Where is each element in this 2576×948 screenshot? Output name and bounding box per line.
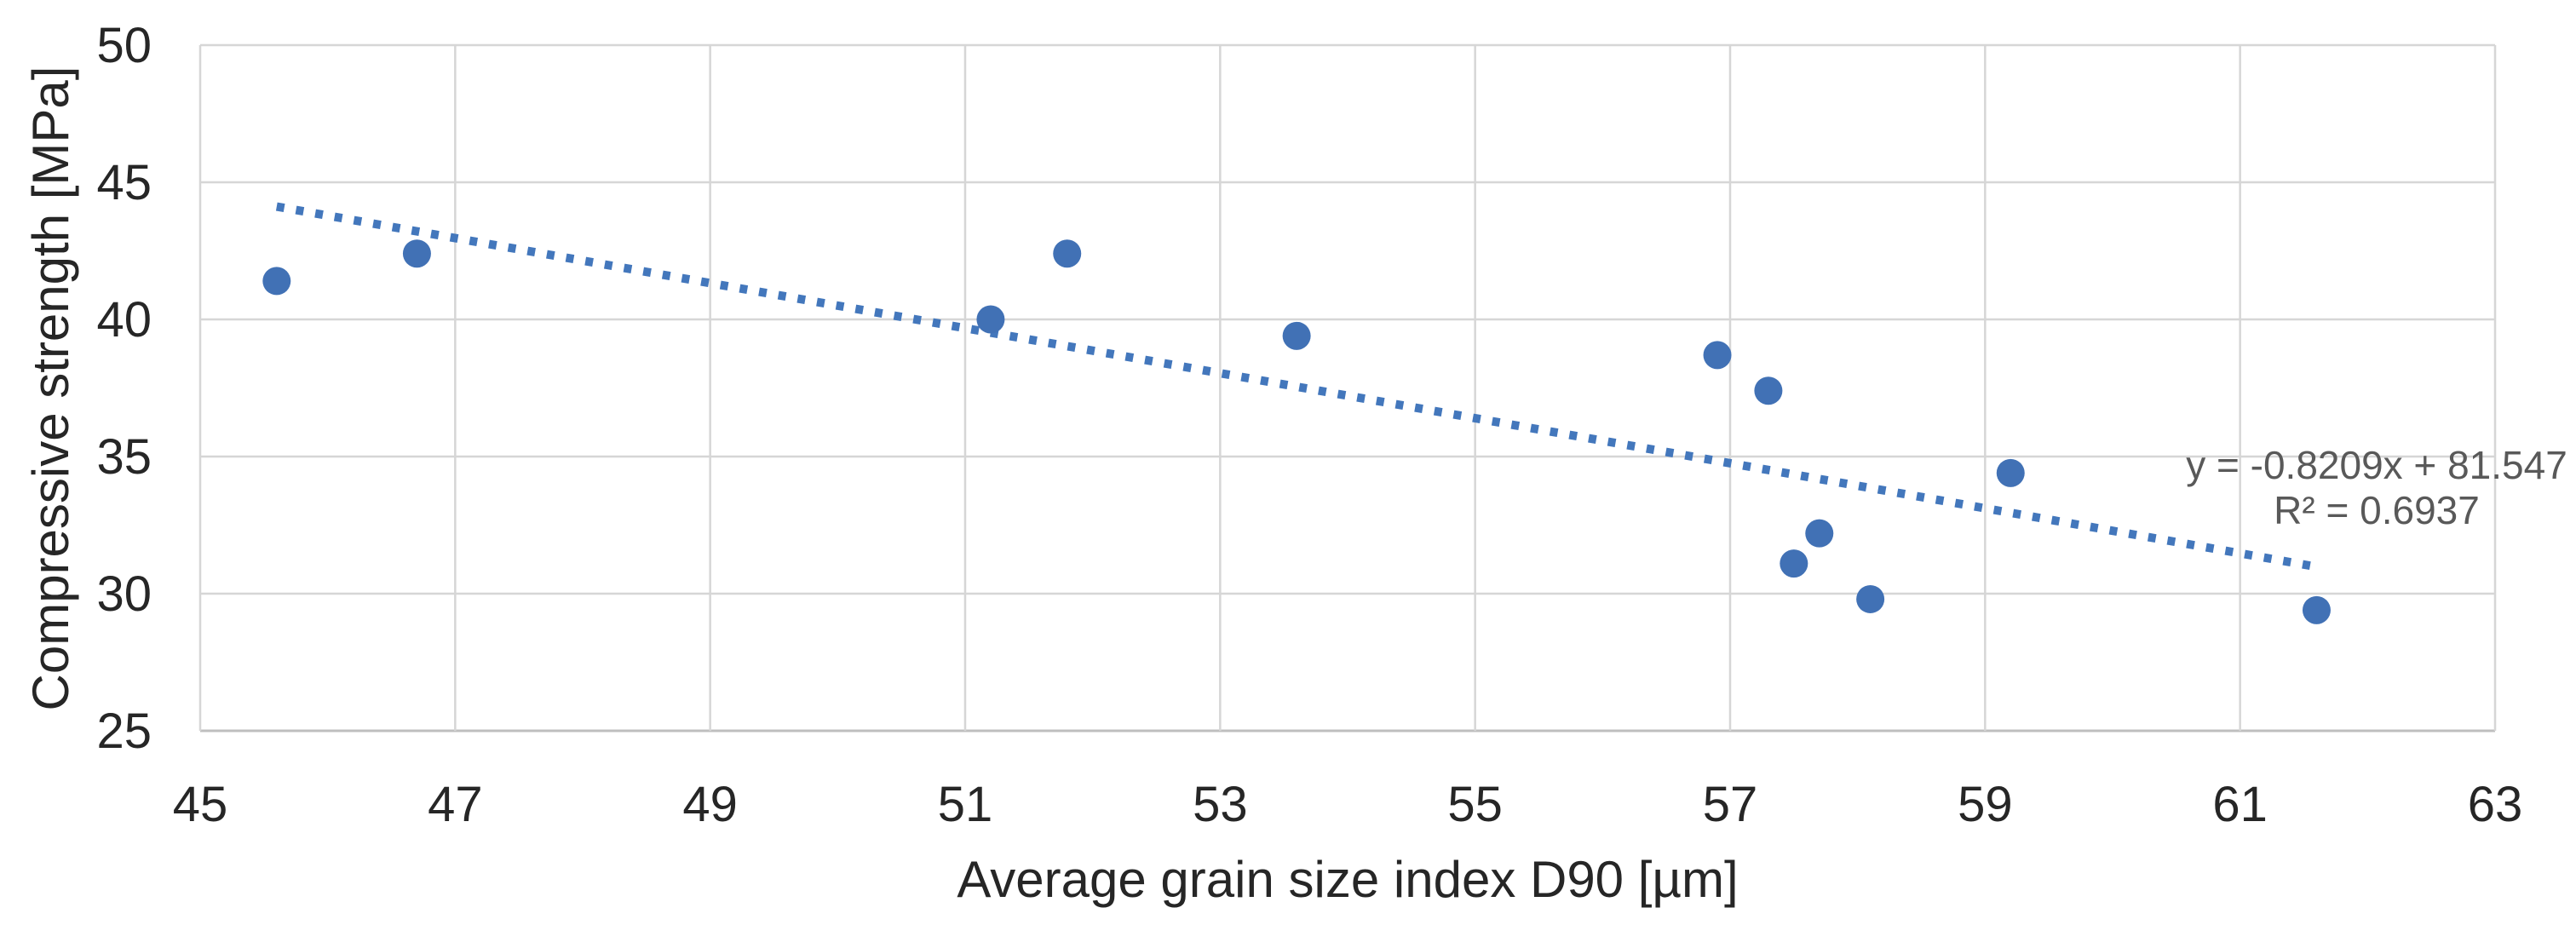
y-tick-label: 25: [96, 704, 152, 759]
scatter-point: [2302, 595, 2331, 624]
y-tick-label: 45: [96, 155, 152, 210]
x-tick-label: 59: [1958, 777, 2013, 832]
x-tick-label: 61: [2212, 777, 2268, 832]
scatter-point: [402, 239, 431, 268]
y-axis-title: Compressive strength [MPa]: [22, 66, 79, 711]
scatter-point: [1053, 239, 1082, 268]
scatter-point: [1805, 519, 1834, 548]
y-tick-label: 30: [96, 566, 152, 622]
scatter-point: [1282, 321, 1311, 350]
x-tick-label: 53: [1193, 777, 1248, 832]
scatter-point: [1856, 584, 1885, 613]
y-tick-label: 40: [96, 292, 152, 348]
y-tick-label: 50: [96, 18, 152, 73]
scatter-point: [262, 267, 291, 296]
x-tick-label: 45: [173, 777, 228, 832]
x-axis-title: Average grain size index D90 [µm]: [957, 851, 1739, 908]
x-tick-label: 47: [428, 777, 483, 832]
x-tick-label: 63: [2468, 777, 2523, 832]
scatter-point: [1703, 341, 1732, 370]
scatter-point: [1996, 458, 2025, 487]
scatter-point: [1780, 549, 1808, 578]
x-tick-label: 49: [682, 777, 738, 832]
x-tick-label: 51: [938, 777, 993, 832]
scatter-point: [1754, 376, 1783, 405]
x-tick-label: 57: [1703, 777, 1758, 832]
y-tick-label: 35: [96, 429, 152, 485]
scatter-point: [976, 305, 1005, 334]
trendline-r-squared: R² = 0.6937: [2274, 488, 2480, 532]
trendline-annotation: y = -0.8209x + 81.547 R² = 0.6937: [2179, 443, 2574, 533]
trendline: [275, 202, 2318, 572]
x-tick-label: 55: [1447, 777, 1503, 832]
trendline-equation: y = -0.8209x + 81.547: [2186, 443, 2567, 487]
